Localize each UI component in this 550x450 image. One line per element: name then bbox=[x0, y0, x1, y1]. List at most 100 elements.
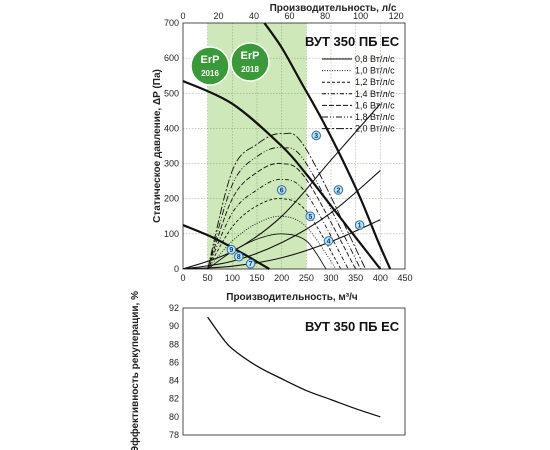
x2-tick-label: 20 bbox=[214, 11, 224, 21]
bottom-y-tick-label: 80 bbox=[169, 412, 179, 422]
x2-tick-label: 40 bbox=[249, 11, 259, 21]
operating-point-3: 3 bbox=[311, 130, 322, 141]
marker-circle bbox=[245, 258, 256, 269]
system-curves bbox=[183, 103, 381, 269]
x-tick-label: 0 bbox=[180, 273, 185, 283]
x-tick-label: 250 bbox=[299, 273, 314, 283]
system-curve bbox=[183, 103, 381, 269]
y-tick-label: 100 bbox=[164, 229, 179, 239]
operating-point-8: 8 bbox=[233, 251, 244, 262]
system-curve bbox=[183, 219, 381, 269]
x2-tick-label: 0 bbox=[180, 11, 185, 21]
top-grid bbox=[183, 23, 405, 269]
marker-label: 7 bbox=[249, 261, 253, 268]
x-tick-label: 100 bbox=[225, 273, 240, 283]
marker-label: 2 bbox=[336, 187, 340, 194]
x2-tick-label: 80 bbox=[320, 11, 330, 21]
y-tick-label: 700 bbox=[164, 18, 179, 28]
efficiency-curve bbox=[207, 316, 381, 418]
erp-2016-badge: ErP 2016 bbox=[190, 46, 230, 86]
x-tick-label: 400 bbox=[373, 273, 388, 283]
bottom-y-tick-label: 90 bbox=[169, 321, 179, 331]
legend-label: 2,0 Вт/л/с bbox=[355, 124, 395, 134]
fan-curve bbox=[263, 22, 392, 270]
erp-2016-circle bbox=[190, 46, 230, 86]
x2-axis-title: Производительность, л/с bbox=[270, 3, 397, 14]
erp-2016-year: 2016 bbox=[201, 69, 219, 78]
bottom-chart: 92 90 88 86 84 82 80 78 ВУТ 350 ПБ ЕС Эффективн… bbox=[129, 291, 406, 450]
erp-2018-circle bbox=[230, 42, 270, 82]
marker-label: 5 bbox=[308, 214, 312, 221]
y-ticks: 0 100 200 300 400 500 600 700 bbox=[164, 18, 179, 274]
x2-tick-label: 120 bbox=[389, 11, 404, 21]
operating-point-5: 5 bbox=[305, 211, 316, 222]
bottom-y-tick-label: 88 bbox=[169, 339, 179, 349]
marker-circle bbox=[354, 220, 365, 230]
operating-point-7: 7 bbox=[245, 258, 256, 269]
y-tick-label: 300 bbox=[164, 159, 179, 169]
legend: 0,8 Вт/л/с 1,0 Вт/л/с1,2 Вт/л/с 1,4 Вт/л/с… bbox=[322, 54, 395, 134]
operating-point-1: 1 bbox=[354, 220, 365, 230]
y-tick-label: 400 bbox=[164, 123, 179, 133]
legend-label: 1,2 Вт/л/с bbox=[355, 77, 395, 87]
operating-point-2: 2 bbox=[333, 185, 344, 195]
bottom-plot-frame bbox=[182, 307, 406, 436]
x-tick-label: 300 bbox=[323, 273, 338, 283]
x-tick-label: 50 bbox=[203, 273, 213, 283]
marker-circle bbox=[311, 130, 322, 141]
erp-2018-top: ErP bbox=[241, 50, 260, 62]
erp-2018-badge: ErP 2018 bbox=[230, 42, 270, 82]
y-tick-label: 0 bbox=[174, 264, 179, 274]
x-tick-label: 350 bbox=[348, 273, 363, 283]
fan-curve bbox=[182, 79, 382, 270]
marker-label: 1 bbox=[358, 223, 362, 230]
marker-label: 3 bbox=[314, 133, 318, 140]
legend-label: 1,6 Вт/л/с bbox=[355, 100, 395, 110]
fan-curves bbox=[182, 22, 392, 270]
legend-label: 1,4 Вт/л/с bbox=[355, 89, 395, 99]
operating-point-9: 9 bbox=[226, 244, 237, 255]
marker-label: 4 bbox=[327, 238, 331, 245]
x2-ticks: 0 20 40 60 80 100 120 bbox=[180, 11, 403, 21]
marker-circle bbox=[226, 244, 237, 255]
bottom-y-ticks: 92 90 88 86 84 82 80 78 bbox=[169, 303, 179, 440]
erp-2018-year: 2018 bbox=[241, 65, 259, 74]
bottom-y-tick-label: 86 bbox=[169, 357, 179, 367]
y-tick-label: 600 bbox=[164, 53, 179, 63]
legend-label: 1,8 Вт/л/с bbox=[355, 112, 395, 122]
x-tick-label: 150 bbox=[249, 273, 264, 283]
bottom-y-axis-title: Эффективность рекуперации, % bbox=[129, 291, 141, 450]
operating-point-4: 4 bbox=[323, 236, 334, 246]
bottom-y-tick-label: 82 bbox=[169, 394, 179, 404]
plot-frame bbox=[182, 22, 406, 270]
x-axis-title: Производительность, м³/ч bbox=[226, 292, 358, 303]
operating-point-6: 6 bbox=[276, 185, 287, 195]
spf-curve bbox=[207, 147, 362, 270]
x-tick-label: 200 bbox=[274, 273, 289, 283]
y-tick-label: 200 bbox=[164, 194, 179, 204]
marker-label: 6 bbox=[280, 187, 284, 194]
marker-circle bbox=[333, 185, 344, 195]
legend-label: 0,8 Вт/л/с bbox=[355, 54, 395, 64]
bottom-y-axis-title-line: Эффективность рекуперации, % bbox=[129, 291, 141, 450]
bottom-chart-title: ВУТ 350 ПБ ЕС bbox=[305, 319, 400, 334]
marker-circle bbox=[276, 185, 287, 195]
x-tick-label: 450 bbox=[397, 273, 412, 283]
system-curve bbox=[183, 170, 381, 269]
operating-point-markers: 1 2 3 4 5 6 7 89 bbox=[226, 130, 365, 269]
marker-label: 8 bbox=[237, 254, 241, 261]
legend-label: 1,0 Вт/л/с bbox=[355, 66, 395, 76]
bottom-y-tick-label: 78 bbox=[169, 430, 179, 440]
y-axis-title: Статическое давление, ΔP (Па) bbox=[152, 69, 163, 223]
x2-tick-label: 100 bbox=[353, 11, 368, 21]
x2-tick-label: 60 bbox=[285, 11, 295, 21]
spf-curve bbox=[207, 162, 357, 270]
top-chart-title: ВУТ 350 ПБ ЕС bbox=[305, 34, 400, 49]
y-tick-label: 500 bbox=[164, 88, 179, 98]
erp-2016-top: ErP bbox=[201, 54, 220, 66]
marker-label: 9 bbox=[229, 247, 233, 254]
fan-curve bbox=[182, 224, 270, 270]
marker-circle bbox=[305, 211, 316, 222]
